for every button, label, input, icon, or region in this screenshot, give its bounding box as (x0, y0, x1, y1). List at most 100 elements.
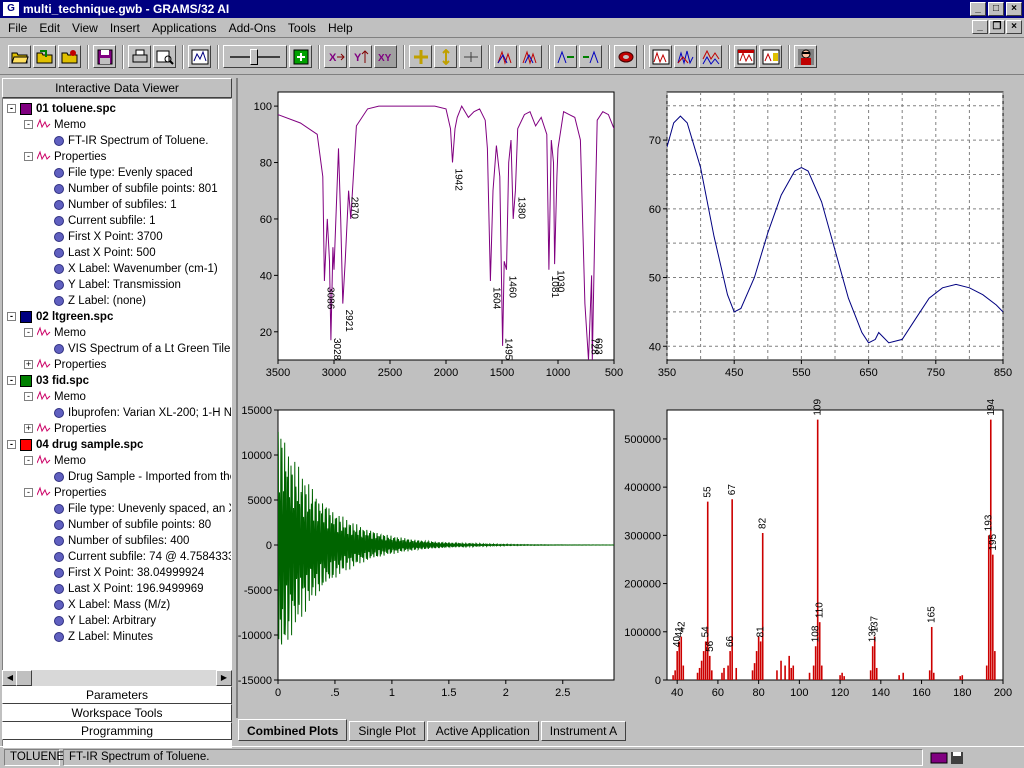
collapse-icon[interactable]: - (7, 376, 16, 386)
save-icon[interactable] (93, 45, 116, 68)
tree-leaf-node[interactable]: X Label: Mass (M/z) (41, 597, 170, 613)
print-icon[interactable] (128, 45, 151, 68)
open-workspace-icon[interactable] (33, 45, 56, 68)
collapse-icon[interactable]: - (24, 120, 33, 130)
tab-active-application[interactable]: Active Application (426, 721, 539, 741)
tree-leaf-node[interactable]: Last X Point: 500 (41, 245, 156, 261)
expand-icon[interactable]: + (24, 359, 33, 370)
tree-leaf-node[interactable]: Current subfile: 74 @ 4.7584333 (41, 549, 231, 565)
menu-insert[interactable]: Insert (109, 20, 140, 35)
tree-file-node[interactable]: - 04 drug sample.spc (7, 437, 143, 453)
tree-file-node[interactable]: - 02 ltgreen.spc (7, 309, 113, 325)
stack-display-icon[interactable] (699, 45, 722, 68)
tree-horizontal-scrollbar[interactable]: ◀ ▶ (2, 670, 232, 686)
maximize-button[interactable]: □ (988, 2, 1004, 16)
tab-single-plot[interactable]: Single Plot (349, 721, 425, 741)
tree-group-node[interactable]: - Properties (24, 485, 106, 501)
tree-leaf-node[interactable]: First X Point: 38.04999924 (41, 565, 204, 581)
expand-icon[interactable]: + (24, 423, 33, 434)
collapse-icon[interactable]: - (7, 440, 16, 450)
peak-overlay-icon[interactable] (519, 45, 542, 68)
tree-group-node[interactable]: + Properties (24, 421, 106, 437)
tab-combined-plots[interactable]: Combined Plots (238, 719, 348, 741)
collapse-icon[interactable]: - (24, 456, 33, 466)
collapse-icon[interactable]: - (7, 312, 16, 322)
interactive-data-viewer-header[interactable]: Interactive Data Viewer (2, 78, 232, 98)
menu-tools[interactable]: Tools (287, 20, 316, 35)
tree-group-node[interactable]: + Properties (24, 357, 106, 373)
overlay-display-icon[interactable] (674, 45, 697, 68)
collapse-icon[interactable]: - (24, 488, 33, 498)
tree-leaf-node[interactable]: First X Point: 3700 (41, 229, 163, 245)
tree-leaf-node[interactable]: Current subfile: 1 (41, 213, 156, 229)
tree-leaf-node[interactable]: Number of subfiles: 1 (41, 197, 177, 213)
open-folder-icon[interactable] (8, 45, 31, 68)
tree-leaf-node[interactable]: Drug Sample - Imported from the (41, 469, 231, 485)
collapse-icon[interactable]: - (24, 392, 33, 402)
tree-group-node[interactable]: - Memo (24, 325, 86, 341)
collapse-icon[interactable]: - (24, 328, 33, 338)
slider-thumb[interactable] (250, 49, 258, 65)
tree-leaf-node[interactable]: Number of subfile points: 80 (41, 517, 211, 533)
data-tree[interactable]: -01 toluene.spc - Memo FT-IR Spectrum of To… (2, 98, 232, 748)
tree-group-node[interactable]: - Memo (24, 389, 86, 405)
undo-icon[interactable] (614, 45, 637, 68)
tree-file-node[interactable]: - 03 fid.spc (7, 373, 89, 389)
combined-plots[interactable]: 3500 3000 2500 2000 1500 1000 5002040608010030… (238, 78, 1024, 718)
doc-restore-button[interactable]: ❐ (989, 20, 1005, 34)
user-icon[interactable] (794, 45, 817, 68)
spectrum-display-icon[interactable] (649, 45, 672, 68)
horizontal-cursor-icon[interactable] (459, 45, 482, 68)
menu-applications[interactable]: Applications (151, 20, 217, 35)
tree-leaf-node[interactable]: File type: Unevenly spaced, an X (41, 501, 231, 517)
minimize-button[interactable]: _ (970, 2, 986, 16)
zoom-icon[interactable] (153, 45, 176, 68)
open-multi-icon[interactable] (58, 45, 81, 68)
menu-add-ons[interactable]: Add-Ons (228, 20, 276, 35)
tree-leaf-node[interactable]: Number of subfiles: 400 (41, 533, 189, 549)
tree-leaf-node[interactable]: Ibuprofen: Varian XL-200; 1-H N (41, 405, 231, 421)
zoom-slider[interactable] (223, 45, 287, 68)
baseline-icon[interactable] (554, 45, 577, 68)
menu-file[interactable]: File (8, 20, 28, 35)
tree-leaf-node[interactable]: Z Label: (none) (41, 293, 146, 309)
vertical-cursor-icon[interactable] (434, 45, 457, 68)
tree-leaf-node[interactable]: Number of subfile points: 801 (41, 181, 218, 197)
doc-close-button[interactable]: × (1006, 20, 1022, 34)
scroll-thumb[interactable] (16, 670, 32, 686)
peak-pick-icon[interactable] (494, 45, 517, 68)
tab-instrument-a[interactable]: Instrument A (540, 721, 627, 741)
plot-icon[interactable] (188, 45, 211, 68)
close-button[interactable]: × (1006, 2, 1022, 16)
layout-icon[interactable] (759, 45, 782, 68)
collapse-icon[interactable]: - (7, 104, 16, 114)
collapse-icon[interactable]: - (24, 152, 33, 162)
tree-leaf-node[interactable]: Y Label: Arbitrary (41, 613, 156, 629)
tree-leaf-node[interactable]: Y Label: Transmission (41, 277, 181, 293)
y-expand-icon[interactable]: Y (349, 45, 372, 68)
doc-minimize-button[interactable]: _ (972, 20, 988, 34)
tree-group-node[interactable]: - Memo (24, 117, 86, 133)
tree-file-node[interactable]: - 01 toluene.spc (7, 101, 116, 117)
tree-leaf-node[interactable]: FT-IR Spectrum of Toluene. (41, 133, 208, 149)
programming-button[interactable]: Programming (2, 722, 232, 740)
x-expand-icon[interactable]: X (324, 45, 347, 68)
tree-leaf-node[interactable]: VIS Spectrum of a Lt Green Tile. (41, 341, 231, 357)
report-icon[interactable] (734, 45, 757, 68)
cross-cursor-icon[interactable] (409, 45, 432, 68)
tree-group-node[interactable]: - Properties (24, 149, 106, 165)
menu-help[interactable]: Help (327, 20, 353, 35)
menu-view[interactable]: View (72, 20, 98, 35)
tree-leaf-node[interactable]: X Label: Wavenumber (cm-1) (41, 261, 218, 277)
xy-expand-icon[interactable]: XY (374, 45, 397, 68)
menu-edit[interactable]: Edit (39, 20, 61, 35)
workspace-tools-button[interactable]: Workspace Tools (2, 704, 232, 722)
add-icon[interactable] (289, 45, 312, 68)
tree-leaf-node[interactable]: Last X Point: 196.9499969 (41, 581, 204, 597)
scroll-right-arrow[interactable]: ▶ (216, 670, 232, 686)
parameters-button[interactable]: Parameters (2, 686, 232, 704)
derivative-icon[interactable] (579, 45, 602, 68)
tree-leaf-node[interactable]: Z Label: Minutes (41, 629, 153, 645)
tree-leaf-node[interactable]: File type: Evenly spaced (41, 165, 193, 181)
tree-group-node[interactable]: - Memo (24, 453, 86, 469)
